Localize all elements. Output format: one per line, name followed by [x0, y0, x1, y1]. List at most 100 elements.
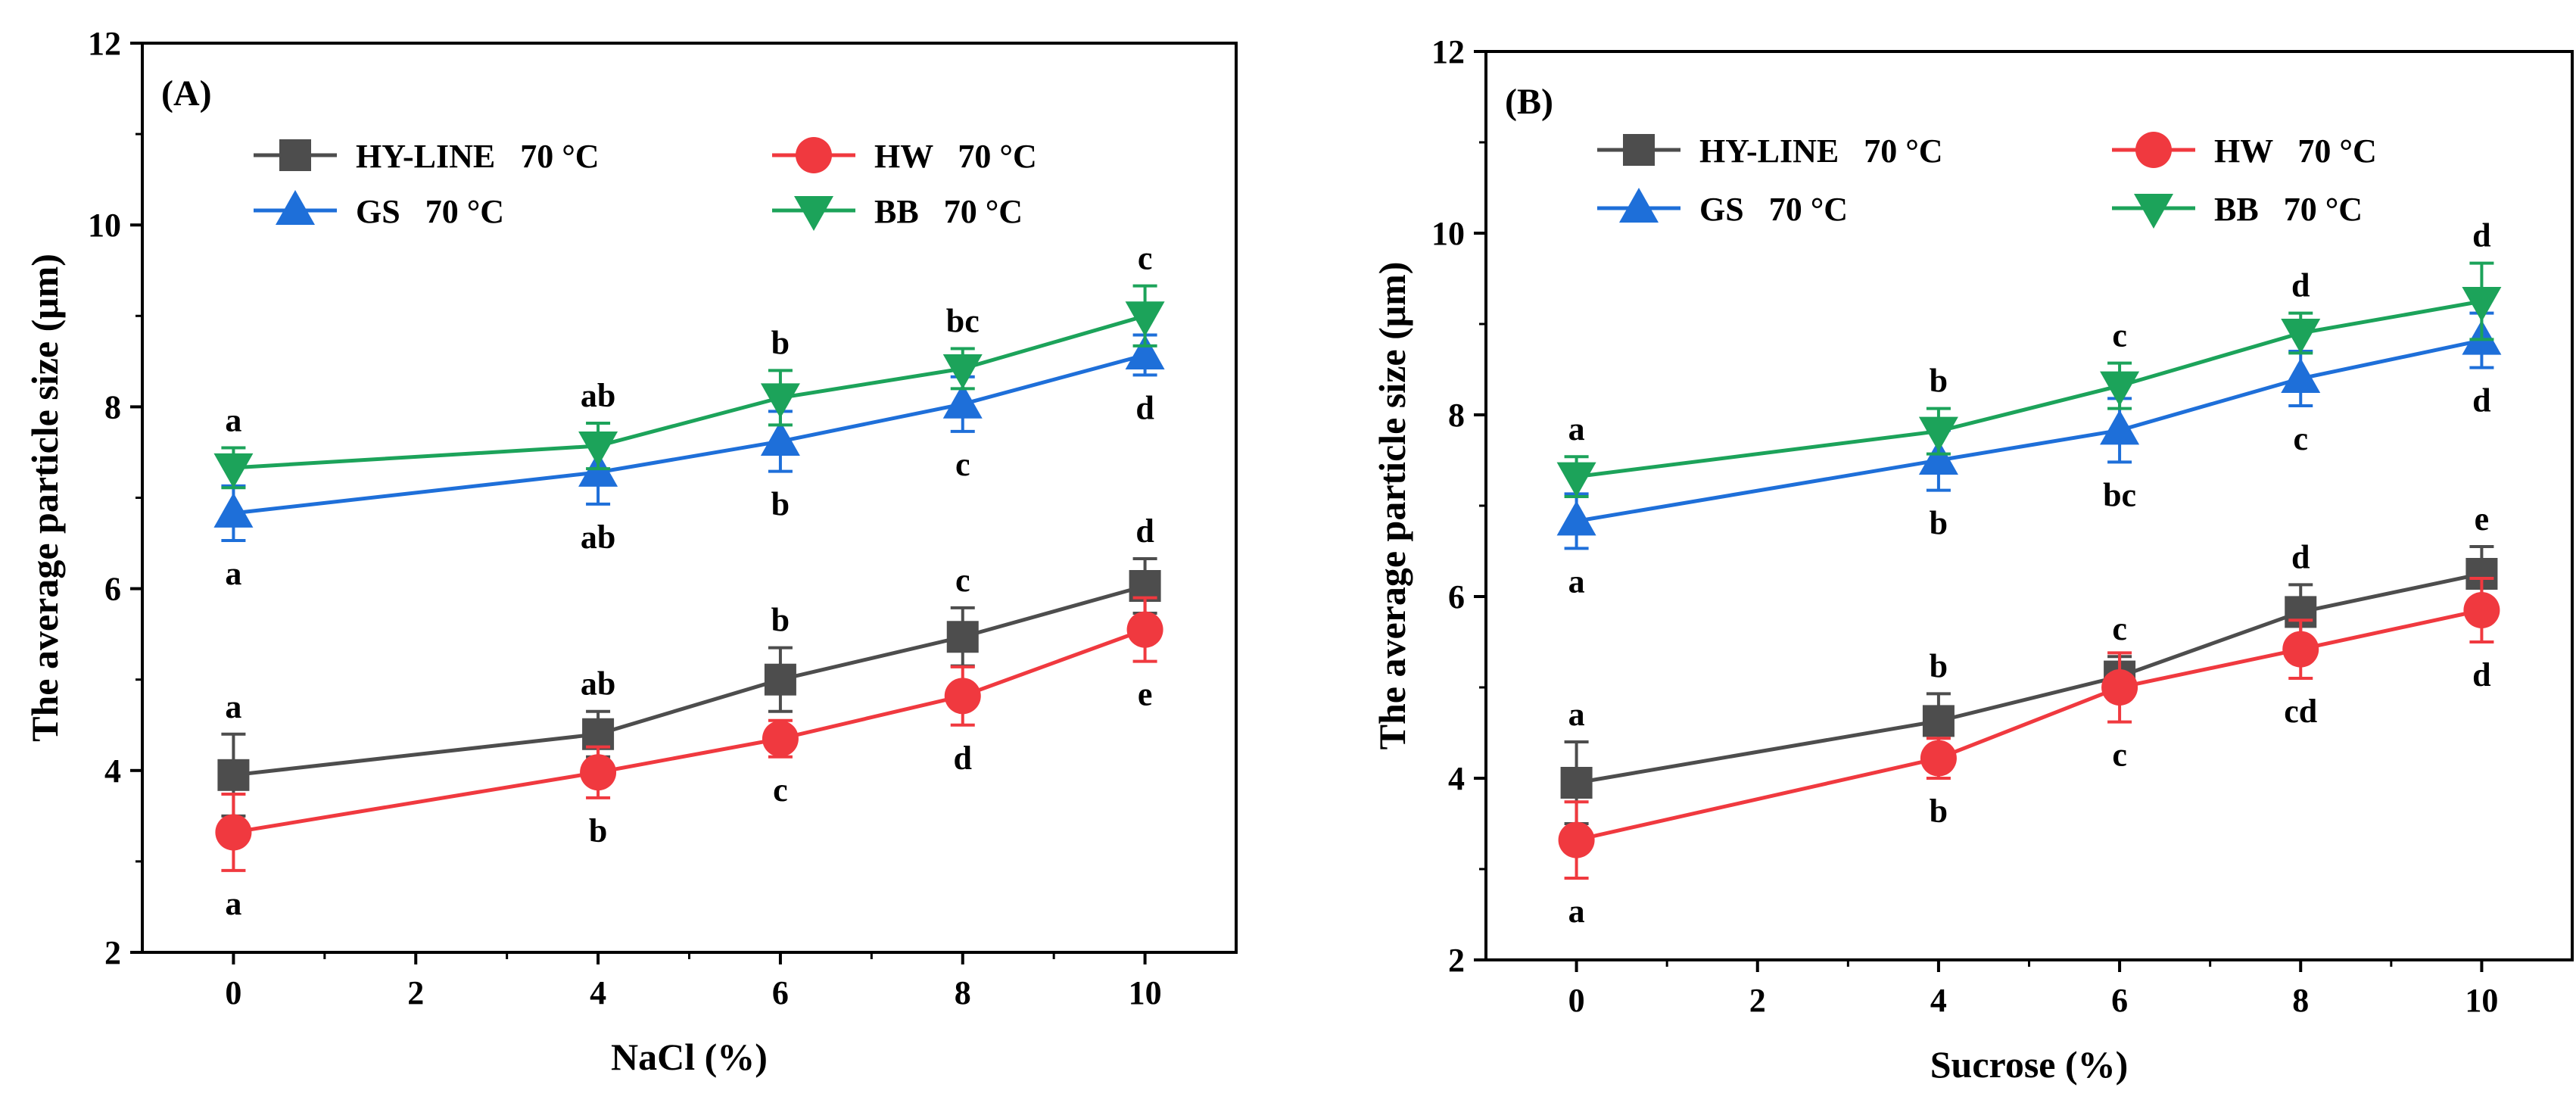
panel-a-data-point	[217, 759, 250, 791]
panel-a-significance-letter: c	[773, 771, 788, 809]
panel-b-significance-letter: c	[2112, 610, 2127, 647]
panel-b-y-tick-label: 10	[1431, 215, 1465, 252]
panel-a-legend-entry: BB 70 °C	[772, 193, 1023, 231]
panel-a-data-point	[580, 754, 617, 791]
panel-a-series-square: a ab b c d	[217, 513, 1161, 818]
panel-a-significance-letter: a	[225, 885, 241, 922]
panel-b-legend-marker	[1619, 188, 1659, 223]
panel-a-y-tick-label: 12	[88, 25, 121, 62]
panel-b-significance-letter: b	[1930, 647, 1948, 684]
panel-b-series-line	[1576, 338, 2482, 523]
panel-a-significance-letter: ab	[581, 377, 615, 414]
panel-a-y-tick-label: 2	[104, 934, 121, 971]
panel-a-y-axis-label: The average particle size (μm)	[23, 254, 66, 742]
panel-a-legend-marker	[279, 139, 311, 171]
panel-b-significance-letter: d	[2291, 538, 2310, 575]
panel-b-y-tick-label: 8	[1448, 397, 1465, 434]
panel-b-significance-letter: a	[1568, 696, 1585, 733]
panel-a-significance-letter: d	[954, 740, 972, 777]
panel-a-significance-letter: b	[771, 602, 790, 639]
panel-a-x-tick-label: 6	[772, 974, 789, 1011]
panel-b-y-tick-label: 6	[1448, 578, 1465, 615]
panel-b-data-point	[2281, 358, 2321, 393]
panel-a-data-point	[1125, 301, 1165, 337]
panel-a-data-point	[578, 432, 618, 467]
panel-a-series-triangle-up: a ab b c d	[213, 333, 1165, 592]
panel-b-panel-label: (B)	[1505, 82, 1553, 122]
panel-b-significance-letter: cd	[2284, 693, 2317, 730]
panel-a-significance-letter: a	[225, 555, 241, 592]
panel-b-significance-letter: b	[1930, 793, 1948, 830]
panel-b-data-point	[2462, 287, 2502, 322]
panel-a: 0 2 4 6 8 10 2 4 6 8 10 12 NaCl (%) The average parti…	[23, 25, 1238, 1078]
panel-a-legend-label: BB 70 °C	[874, 193, 1023, 230]
panel-a-significance-letter: bc	[946, 303, 980, 340]
panel-b: 0 2 4 6 8 10 2 4 6 8 10 12 Sucrose (%) The average pa…	[1371, 33, 2574, 1086]
panel-a-significance-letter: b	[771, 324, 790, 361]
panel-a-significance-letter: e	[1138, 676, 1153, 713]
panel-b-legend-label: HY-LINE 70 °C	[1699, 132, 1943, 170]
panel-a-data-point	[762, 720, 799, 757]
panel-b-x-tick-label: 0	[1568, 982, 1585, 1019]
panel-a-significance-letter: a	[225, 688, 241, 725]
panel-a-legend-marker	[796, 137, 832, 173]
panel-b-significance-letter: b	[1930, 363, 1948, 400]
panel-b-data-point	[2281, 319, 2321, 354]
panel-a-x-tick-label: 10	[1129, 974, 1162, 1011]
panel-a-data-point	[213, 453, 254, 488]
panel-a-legend-marker	[276, 190, 315, 225]
panel-b-significance-letter: d	[2291, 267, 2310, 304]
panel-a-legend-entry: HY-LINE 70 °C	[254, 138, 600, 175]
panel-a-series-line	[233, 628, 1146, 834]
panel-b-legend-marker	[1623, 134, 1655, 166]
panel-b-data-point	[1918, 440, 1958, 475]
panel-b-legend: HY-LINE 70 °C HW 70 °C GS 70 °C BB 70 °C	[1597, 132, 2377, 229]
panel-b-series-line	[1576, 299, 2482, 479]
panel-a-y-tick-label: 10	[88, 207, 121, 244]
panel-b-significance-letter: c	[2293, 420, 2308, 457]
panel-b-y-tick-label: 2	[1448, 942, 1465, 979]
panel-a-y-tick-label: 6	[104, 571, 121, 608]
panel-a-legend-entry: HW 70 °C	[772, 137, 1037, 175]
panel-a-x-axis-label: NaCl (%)	[611, 1036, 768, 1078]
panel-b-data-point	[1558, 821, 1595, 858]
panel-b-series-circle: a b c cd d	[1558, 577, 2500, 930]
panel-a-panel-label: (A)	[161, 73, 212, 114]
panel-a-y-tick-label: 8	[104, 388, 121, 425]
panel-a-legend-marker	[794, 196, 833, 231]
panel-a-x-tick-label: 8	[955, 974, 971, 1011]
panel-b-significance-letter: a	[1568, 410, 1585, 447]
panel-a-significance-letter: d	[1135, 513, 1154, 550]
panel-b-legend-entry: HW 70 °C	[2112, 132, 2377, 170]
panel-a-data-point	[760, 383, 800, 419]
panel-b-legend-label: GS 70 °C	[1699, 191, 1848, 228]
panel-b-x-tick-label: 6	[2111, 982, 2128, 1019]
panel-a-x-tick-label: 0	[225, 974, 241, 1011]
panel-b-y-tick-label: 12	[1431, 33, 1465, 70]
panel-a-data-point	[764, 663, 796, 696]
panel-b-legend-entry: GS 70 °C	[1597, 188, 1848, 228]
panel-b-legend-entry: HY-LINE 70 °C	[1597, 132, 1943, 170]
panel-b-x-tick-label: 4	[1930, 982, 1947, 1019]
panel-a-x-tick-label: 4	[590, 974, 606, 1011]
panel-a-significance-letter: ab	[581, 519, 615, 556]
panel-b-legend-entry: BB 70 °C	[2112, 191, 2363, 229]
panel-a-legend-entry: GS 70 °C	[254, 190, 504, 230]
panel-b-series-line	[1576, 572, 2482, 785]
panel-b-y-axis-label: The average particle size (μm)	[1371, 262, 1413, 750]
panel-b-series-triangle-down: a b c d d	[1556, 217, 2502, 498]
panel-b-x-tick-label: 8	[2292, 982, 2309, 1019]
panel-b-data-point	[2282, 631, 2319, 668]
panel-a-data-point	[946, 621, 979, 653]
panel-b-data-point	[1560, 767, 1593, 799]
panel-a-significance-letter: ab	[581, 665, 615, 703]
panel-b-data-point	[2100, 371, 2140, 407]
panel-b-x-axis-label: Sucrose (%)	[1930, 1043, 2129, 1086]
panel-a-data-point	[1125, 334, 1165, 369]
panel-a-data-point	[1126, 611, 1163, 648]
panel-a-series-line	[233, 353, 1146, 516]
panel-a-significance-letter: a	[225, 401, 241, 438]
panel-b-data-point	[1922, 705, 1955, 737]
